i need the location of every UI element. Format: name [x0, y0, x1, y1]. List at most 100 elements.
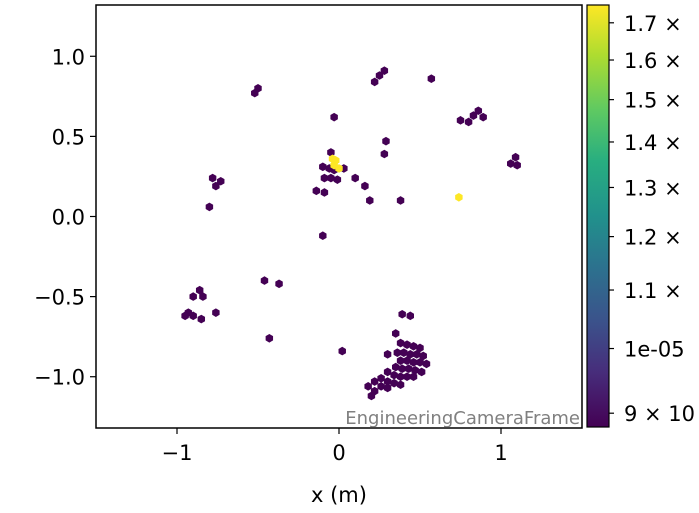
data-point-low-50 [391, 329, 400, 338]
data-point-low-81 [377, 382, 385, 391]
data-point-low-60 [383, 350, 392, 359]
data-point-low-9 [469, 111, 478, 120]
data-point-low-83 [364, 382, 372, 391]
colorbar-tick-label: 1.6 × [624, 49, 682, 73]
data-point-low-11 [479, 112, 487, 122]
data-point-low-68 [404, 364, 413, 374]
data-point-low-45 [212, 308, 220, 317]
colorbar-tick-label: 1.7 × [624, 12, 682, 36]
data-point-low-85 [367, 391, 376, 401]
data-point-low-36 [260, 276, 269, 285]
data-point-low-8 [464, 117, 473, 127]
data-point-low-4 [380, 66, 389, 75]
data-point-low-70 [417, 367, 426, 377]
data-point-low-23 [312, 186, 321, 196]
x-tick-label: −1 [162, 441, 193, 465]
data-point-low-20 [327, 173, 335, 183]
data-point-low-19 [320, 173, 329, 183]
data-point-high-4 [455, 192, 463, 202]
colorbar-axis: 9 × 10 1e-05 1.1 × 1.2 × 1.3 × 1.4 × 1.5 × 1.6 … [609, 12, 695, 426]
data-point-low-77 [383, 377, 392, 386]
x-tick-label: 1 [494, 441, 507, 465]
y-tick-label: 0.5 [52, 125, 85, 149]
data-point-low-34 [511, 152, 520, 162]
data-point-low-29 [212, 181, 220, 191]
data-point-low-30 [217, 176, 225, 186]
data-point-low-33 [507, 159, 515, 168]
data-point-low-27 [396, 196, 405, 205]
data-point-low-59 [419, 351, 427, 361]
data-point-low-43 [197, 314, 206, 324]
data-point-low-2 [370, 77, 379, 87]
data-point-low-14 [327, 148, 335, 157]
y-tick-label: −0.5 [34, 286, 85, 310]
data-point-low-25 [361, 181, 369, 191]
data-point-low-21 [333, 175, 342, 184]
data-point-low-76 [377, 374, 385, 383]
colorbar-tick-label: 1e-05 [624, 338, 685, 362]
data-point-low-71 [383, 367, 392, 377]
y-tick-label: 0.0 [52, 206, 85, 230]
plot-frame [95, 4, 583, 429]
data-point-low-26 [366, 196, 374, 205]
data-point-low-69 [411, 366, 419, 375]
data-point-low-6 [330, 112, 338, 122]
data-point-low-55 [393, 348, 402, 357]
data-point-low-67 [398, 364, 406, 374]
data-point-low-7 [456, 116, 465, 125]
data-point-low-66 [391, 362, 400, 372]
data-point-low-13 [380, 149, 389, 159]
data-point-low-42 [189, 311, 197, 321]
data-point-low-22 [351, 173, 359, 183]
data-point-high-3 [335, 164, 343, 173]
data-point-low-47 [338, 346, 346, 356]
y-axis: 1.0 0.5 0.0 −0.5 −1.0 [34, 45, 96, 390]
data-point-low-72 [390, 370, 398, 380]
data-point-low-39 [189, 292, 197, 301]
data-point-low-54 [416, 343, 424, 353]
data-point-low-28 [208, 173, 217, 183]
data-point-low-56 [400, 348, 408, 357]
data-point-low-80 [370, 377, 379, 386]
x-axis-title: x (m) [311, 483, 367, 507]
x-axis: −1 0 1 [162, 428, 508, 465]
colorbar [586, 4, 610, 428]
data-point-low-61 [396, 356, 405, 365]
colorbar-tick-label: 1.3 × [624, 176, 682, 200]
data-point-low-48 [398, 309, 406, 319]
data-point-low-63 [409, 358, 418, 367]
data-point-low-49 [406, 311, 414, 321]
data-point-low-51 [396, 338, 405, 348]
data-point-low-75 [409, 372, 418, 382]
data-point-low-79 [396, 380, 405, 390]
data-point-low-78 [390, 378, 398, 388]
data-point-low-24 [320, 188, 329, 197]
data-point-low-1 [254, 84, 262, 93]
data-point-low-38 [195, 285, 204, 295]
data-point-low-5 [427, 74, 436, 83]
data-point-low-37 [275, 279, 283, 289]
colorbar-tick-label: 1.4 × [624, 131, 682, 155]
data-point-low-15 [319, 162, 327, 172]
colorbar-tick-label: 1.2 × [624, 226, 682, 250]
data-point-low-82 [383, 383, 392, 393]
data-point-low-58 [413, 350, 421, 359]
y-tick-label: −1.0 [34, 366, 85, 390]
x-tick-label: 0 [332, 441, 345, 465]
data-point-low-74 [403, 372, 411, 382]
data-point-low-32 [319, 231, 327, 241]
data-point-low-12 [382, 136, 390, 146]
data-point-low-10 [474, 106, 483, 116]
colorbar-tick-label: 1.1 × [624, 279, 682, 303]
data-point-low-52 [403, 340, 411, 349]
data-point-low-44 [181, 311, 189, 321]
data-point-low-65 [422, 359, 431, 369]
data-point-low-31 [205, 202, 214, 212]
data-points [181, 66, 521, 401]
data-point-low-46 [265, 333, 274, 343]
data-point-low-35 [513, 160, 521, 170]
data-point-low-53 [409, 341, 418, 351]
colorbar-tick-label: 1.5 × [624, 89, 682, 113]
data-point-low-57 [406, 350, 414, 359]
